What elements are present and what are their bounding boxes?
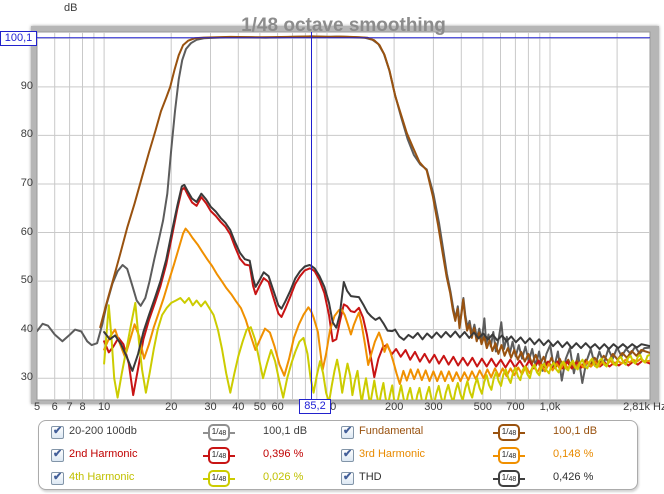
legend-cursor-value: 0,426 % xyxy=(553,471,594,483)
smoothing-badge-icon: 1/48 xyxy=(197,424,241,441)
x-tick-300: 300 xyxy=(424,401,443,413)
x-tick-1,0k: 1,0k xyxy=(539,401,561,413)
checkmark-icon: ✔ xyxy=(343,448,353,460)
legend-label: Fundamental xyxy=(359,425,424,437)
x-tick-5: 5 xyxy=(33,401,41,413)
legend-item-20-200-100db: ✔ 20-200 100db 1/48 100,1 dB xyxy=(45,424,335,444)
smoothing-badge-icon: 1/48 xyxy=(197,470,241,487)
checkmark-icon: ✔ xyxy=(343,471,353,483)
legend-checkbox-3rd-harmonic[interactable]: ✔ xyxy=(341,448,354,462)
y-tick-40: 40 xyxy=(20,322,33,335)
smoothing-value: 1/48 xyxy=(207,447,231,464)
legend-cursor-value: 100,1 dB xyxy=(263,425,308,437)
smoothing-badge-icon: 1/48 xyxy=(487,447,531,464)
legend-checkbox-2nd-harmonic[interactable]: ✔ xyxy=(51,448,64,462)
legend-checkbox-20-200-100db[interactable]: ✔ xyxy=(51,425,64,439)
checkmark-icon: ✔ xyxy=(53,425,63,437)
y-tick-80: 80 xyxy=(20,128,33,141)
smoothing-value: 1/48 xyxy=(207,424,231,441)
y-tick-70: 70 xyxy=(20,176,33,189)
legend-cursor-value: 0,148 % xyxy=(553,448,594,460)
x-tick-20: 20 xyxy=(165,401,178,413)
checkmark-icon: ✔ xyxy=(53,471,63,483)
legend-label: 20-200 100db xyxy=(69,425,137,437)
x-tick-7: 7 xyxy=(66,401,73,413)
badge-dash xyxy=(492,477,498,480)
badge-dash xyxy=(230,454,236,457)
x-tick-30: 30 xyxy=(204,401,217,413)
series-3rd-harmonic xyxy=(103,227,650,385)
legend-checkbox-thd[interactable]: ✔ xyxy=(341,471,354,485)
smoothing-value: 1/48 xyxy=(497,424,521,441)
x-axis-unit-label: Hz xyxy=(653,401,664,413)
legend-item-2nd-harmonic: ✔ 2nd Harmonic 1/48 0,396 % xyxy=(45,447,335,467)
smoothing-badge-icon: 1/48 xyxy=(487,470,531,487)
smoothing-value: 1/48 xyxy=(497,470,521,487)
legend-label: 4th Harmonic xyxy=(69,471,135,483)
smoothing-value: 1/48 xyxy=(207,470,231,487)
y-tick-50: 50 xyxy=(20,274,33,287)
badge-dash xyxy=(202,477,208,480)
x-tick-40: 40 xyxy=(232,401,245,413)
cursor-level-readout: 100,1 xyxy=(0,31,37,46)
badge-dash xyxy=(202,454,208,457)
y-tick-30: 30 xyxy=(20,371,33,384)
y-tick-90: 90 xyxy=(20,79,33,92)
legend-checkbox-fundamental[interactable]: ✔ xyxy=(341,425,354,439)
y-axis-unit-label: dB xyxy=(64,2,78,14)
chart-title: 1/48 octave smoothing xyxy=(241,15,446,36)
badge-dash xyxy=(230,477,236,480)
legend-label: 3rd Harmonic xyxy=(359,448,426,460)
series-4th-harmonic xyxy=(103,297,650,400)
legend-item-3rd-harmonic: ✔ 3rd Harmonic 1/48 0,148 % xyxy=(335,447,625,467)
x-tick-8: 8 xyxy=(79,401,86,413)
x-tick-60: 60 xyxy=(271,401,284,413)
badge-dash xyxy=(520,454,526,457)
badge-dash xyxy=(202,431,208,434)
legend-cursor-value: 0,396 % xyxy=(263,448,304,460)
series-thd xyxy=(103,183,650,372)
checkmark-icon: ✔ xyxy=(343,425,353,437)
legend-cursor-value: 0,026 % xyxy=(263,471,304,483)
badge-dash xyxy=(492,431,498,434)
legend-item-fundamental: ✔ Fundamental 1/48 100,1 dB xyxy=(335,424,625,444)
smoothing-badge-icon: 1/48 xyxy=(487,424,531,441)
legend-cursor-value: 100,1 dB xyxy=(553,425,598,437)
legend-item-thd: ✔ THD 1/48 0,426 % xyxy=(335,470,625,490)
x-tick-2,81k: 2,81k xyxy=(623,401,650,413)
legend-checkbox-4th-harmonic[interactable]: ✔ xyxy=(51,471,64,485)
legend-item-4th-harmonic: ✔ 4th Harmonic 1/48 0,026 % xyxy=(45,470,335,490)
legend-label: THD xyxy=(359,471,382,483)
x-tick-10: 10 xyxy=(97,401,111,413)
x-tick-50: 50 xyxy=(253,401,267,413)
x-tick-500: 500 xyxy=(473,401,493,413)
smoothing-value: 1/48 xyxy=(497,447,521,464)
x-tick-200: 200 xyxy=(384,401,404,413)
badge-dash xyxy=(492,454,498,457)
legend-panel: ✔ 20-200 100db 1/48 100,1 dB ✔ Fundamental 1/4… xyxy=(38,420,638,490)
badge-dash xyxy=(520,477,526,480)
cursor-freq-readout: 85,2 xyxy=(299,399,331,414)
checkmark-icon: ✔ xyxy=(53,448,63,460)
legend-label: 2nd Harmonic xyxy=(69,448,138,460)
x-tick-700: 700 xyxy=(506,401,525,413)
badge-dash xyxy=(230,431,236,434)
smoothing-badge-icon: 1/48 xyxy=(197,447,241,464)
badge-dash xyxy=(520,431,526,434)
x-tick-6: 6 xyxy=(51,401,58,413)
y-tick-60: 60 xyxy=(20,225,33,238)
